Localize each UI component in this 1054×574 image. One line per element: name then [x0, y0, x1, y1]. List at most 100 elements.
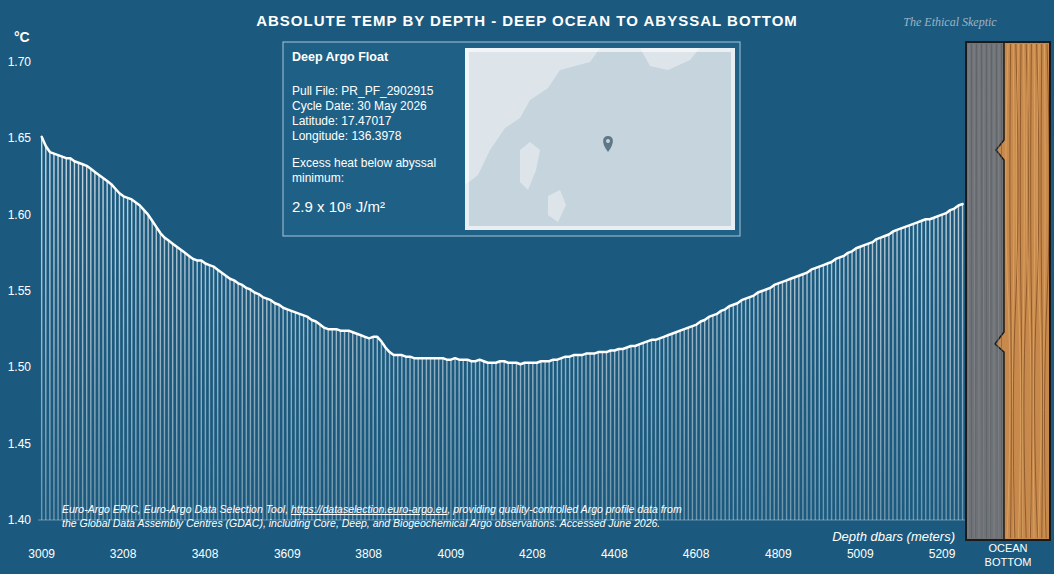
bar: [471, 361, 472, 520]
rock-streak: [1010, 44, 1012, 538]
bar: [958, 206, 959, 520]
bar: [532, 363, 533, 520]
bar: [925, 219, 926, 520]
bar: [164, 238, 165, 520]
bar: [839, 257, 840, 520]
bar: [835, 259, 836, 520]
bar: [667, 335, 668, 520]
y-tick-label: 1.55: [8, 284, 32, 298]
bar: [884, 236, 885, 520]
bar: [233, 280, 234, 520]
x-tick-label: 3808: [355, 547, 382, 561]
bar: [127, 198, 128, 520]
ocean-bottom-word: OCEAN: [988, 542, 1027, 554]
bar: [41, 137, 42, 520]
bar: [450, 360, 451, 520]
bar: [98, 175, 99, 520]
bar: [847, 253, 848, 520]
ocean-bottom-label: OCEANBOTTOM: [985, 542, 1032, 568]
bar: [585, 354, 586, 520]
bar: [921, 221, 922, 520]
bar: [278, 305, 279, 520]
rock-streak: [991, 44, 992, 538]
info-line: Latitude: 17.47017: [292, 114, 462, 129]
map-pin-hole: [606, 139, 610, 143]
bar: [151, 221, 152, 520]
bar: [618, 349, 619, 520]
bar: [684, 329, 685, 520]
bar: [209, 265, 210, 520]
bar: [319, 325, 320, 520]
bar: [516, 363, 517, 520]
rock-gray: [966, 42, 1050, 540]
bar: [311, 320, 312, 520]
bar: [937, 216, 938, 520]
bar: [348, 331, 349, 520]
bar: [377, 337, 378, 520]
bar: [368, 338, 369, 520]
bar: [82, 164, 83, 520]
bar: [696, 325, 697, 520]
rock-streak: [1001, 44, 1002, 538]
bar: [205, 264, 206, 520]
bar: [941, 215, 942, 520]
bar: [962, 204, 963, 520]
bar: [397, 355, 398, 520]
bar: [491, 363, 492, 520]
bar: [626, 347, 627, 520]
bar: [512, 363, 513, 520]
bar: [843, 256, 844, 520]
bar: [950, 210, 951, 520]
bar: [487, 363, 488, 520]
bar: [422, 358, 423, 520]
rock-streak: [1044, 44, 1049, 538]
bar: [438, 358, 439, 520]
bar: [524, 363, 525, 520]
rock-streak: [1030, 44, 1032, 538]
ocean-bottom-graphic: [966, 42, 1050, 540]
bar: [250, 289, 251, 520]
bar: [598, 352, 599, 520]
bar: [540, 361, 541, 520]
bar: [393, 355, 394, 520]
bar: [192, 259, 193, 520]
bar: [381, 341, 382, 520]
rock-streak: [968, 44, 969, 538]
bar: [749, 297, 750, 520]
bar: [119, 193, 120, 520]
x-tick-label: 4809: [765, 547, 792, 561]
bar: [802, 274, 803, 520]
bar: [131, 199, 132, 520]
bar: [508, 363, 509, 520]
bar: [266, 299, 267, 520]
bar: [945, 213, 946, 520]
bar: [274, 303, 275, 520]
bar: [495, 363, 496, 520]
bar: [606, 352, 607, 520]
bar: [954, 209, 955, 520]
bar: [442, 358, 443, 520]
bar: [553, 360, 554, 520]
bar: [639, 344, 640, 520]
bar: [864, 245, 865, 520]
rock-streak: [1041, 44, 1043, 538]
source-text: Euro-Argo ERIC, Euro-Argo Data Selection…: [62, 503, 291, 515]
bar: [295, 312, 296, 520]
rock-streak: [1037, 44, 1041, 538]
x-tick-label: 5209: [929, 547, 956, 561]
bar: [413, 358, 414, 520]
rock-streak: [1035, 44, 1039, 538]
bar: [536, 363, 537, 520]
bar: [418, 358, 419, 520]
bar: [360, 335, 361, 520]
bar: [143, 210, 144, 520]
bar: [729, 306, 730, 520]
rock-streak: [986, 44, 987, 538]
bar: [892, 231, 893, 520]
y-axis-title: °C: [14, 29, 30, 45]
excess-heat-value: 2.9 x 10⁸ J/m²: [292, 198, 460, 216]
bar: [741, 300, 742, 520]
bar: [258, 294, 259, 520]
bar: [270, 300, 271, 520]
map-land: [548, 190, 566, 222]
